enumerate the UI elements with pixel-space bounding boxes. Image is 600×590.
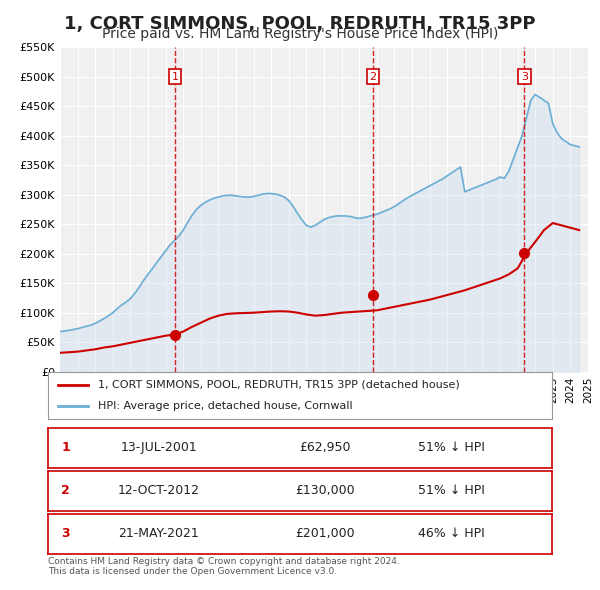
Text: 1: 1 (172, 72, 179, 81)
Text: £62,950: £62,950 (299, 441, 351, 454)
Text: 46% ↓ HPI: 46% ↓ HPI (418, 527, 485, 540)
Text: £201,000: £201,000 (295, 527, 355, 540)
Text: Contains HM Land Registry data © Crown copyright and database right 2024.
This d: Contains HM Land Registry data © Crown c… (48, 557, 400, 576)
Text: 1: 1 (61, 441, 70, 454)
Text: 21-MAY-2021: 21-MAY-2021 (119, 527, 199, 540)
Text: 3: 3 (61, 527, 70, 540)
Text: 1, CORT SIMMONS, POOL, REDRUTH, TR15 3PP (detached house): 1, CORT SIMMONS, POOL, REDRUTH, TR15 3PP… (98, 380, 460, 390)
Text: 3: 3 (521, 72, 528, 81)
Text: 1, CORT SIMMONS, POOL, REDRUTH, TR15 3PP: 1, CORT SIMMONS, POOL, REDRUTH, TR15 3PP (64, 15, 536, 33)
Text: 2: 2 (370, 72, 376, 81)
Text: HPI: Average price, detached house, Cornwall: HPI: Average price, detached house, Corn… (98, 401, 353, 411)
Text: Price paid vs. HM Land Registry's House Price Index (HPI): Price paid vs. HM Land Registry's House … (102, 27, 498, 41)
Text: 51% ↓ HPI: 51% ↓ HPI (418, 484, 485, 497)
Text: 13-JUL-2001: 13-JUL-2001 (121, 441, 197, 454)
Text: £130,000: £130,000 (295, 484, 355, 497)
Text: 12-OCT-2012: 12-OCT-2012 (118, 484, 200, 497)
Text: 51% ↓ HPI: 51% ↓ HPI (418, 441, 485, 454)
Text: 2: 2 (61, 484, 70, 497)
